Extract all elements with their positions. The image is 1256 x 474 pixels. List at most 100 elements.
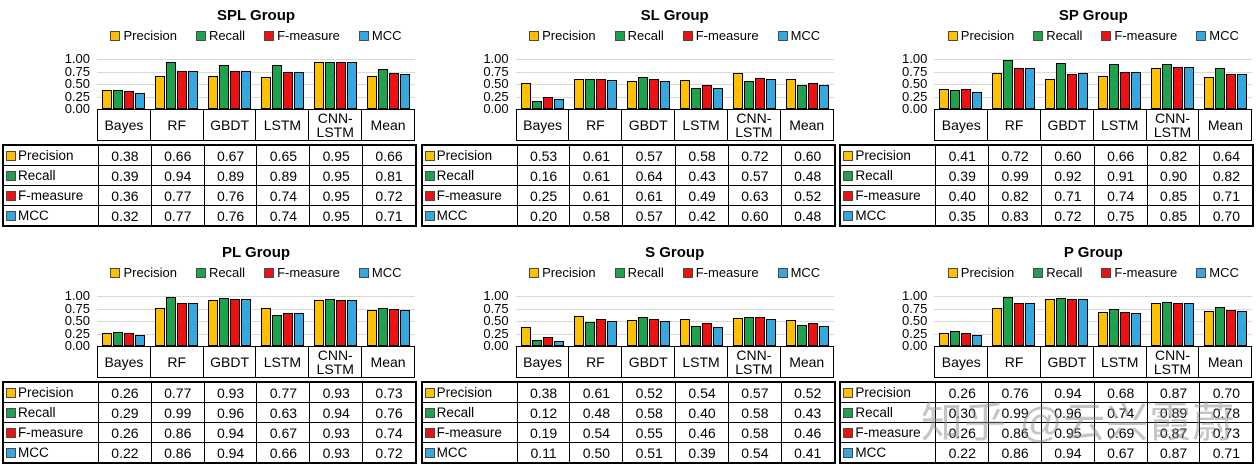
metric-value: 0.42 — [675, 206, 728, 225]
recall-legend-key-icon — [614, 267, 625, 278]
metric-value: 0.54 — [675, 383, 728, 402]
metric-value: 0.55 — [622, 423, 675, 442]
f-measure-legend-key-icon — [682, 30, 693, 41]
y-tick-label: 0.25 — [483, 325, 509, 341]
bar-group-cnn-lstm — [728, 59, 781, 109]
y-tick-label: 0.75 — [64, 63, 90, 79]
metric-value: 0.95 — [309, 186, 362, 205]
series-name-cell: F-measure — [423, 423, 518, 442]
metric-value: 0.87 — [1146, 423, 1200, 442]
series-name-cell: MCC — [423, 443, 518, 462]
bar-rf-mcc — [188, 303, 198, 346]
bar-groups — [516, 296, 834, 346]
legend-item: Precision — [947, 28, 1014, 43]
bar-group-rf — [150, 59, 203, 109]
category-label: LSTM — [674, 110, 727, 140]
metric-value: 0.70 — [1199, 206, 1252, 225]
bar-lstm-f-measure — [701, 323, 712, 346]
legend-label: Recall — [627, 265, 664, 280]
category-label: Mean — [361, 347, 414, 377]
series-name-cell: Precision — [841, 146, 937, 165]
legend-item: Recall — [1033, 28, 1082, 43]
bar-cnn-lstm-recall — [325, 299, 335, 346]
data-table: Precision 0.26 0.76 0.94 0.68 0.87 0.70 Recall 0… — [839, 381, 1255, 464]
bar-cnn-lstm-f-measure — [336, 61, 346, 109]
series-name-label: Recall — [855, 168, 893, 183]
bar-mean-precision — [367, 76, 377, 109]
bar-group-lstm — [1093, 59, 1146, 109]
bar-group-lstm — [675, 296, 728, 346]
bar-bayes-f-measure — [124, 91, 134, 109]
chart-header: SP Group Precision Recall F-measure MCC — [934, 7, 1252, 45]
bar-gbdt-mcc — [241, 299, 251, 346]
bar-rf-mcc — [188, 70, 198, 109]
metric-value: 0.63 — [727, 186, 781, 205]
legend-item: Precision — [947, 265, 1014, 280]
chart-legend: Precision Recall F-measure MCC — [934, 26, 1252, 45]
bar-rf-mcc — [1025, 67, 1036, 109]
table-row: F-measure 0.36 0.77 0.76 0.74 0.95 0.72 — [4, 185, 415, 205]
legend-item: MCC — [358, 28, 402, 43]
bar-group-mean — [1199, 296, 1252, 346]
bar-gbdt-f-measure — [648, 78, 659, 109]
table-row: MCC 0.11 0.50 0.51 0.39 0.54 0.41 — [422, 442, 834, 462]
category-label: Bayes — [104, 117, 144, 133]
data-table: Precision 0.26 0.77 0.93 0.77 0.93 0.73 Recall 0… — [2, 381, 417, 464]
category-label: RF — [149, 347, 203, 377]
y-axis: 1.00 0.75 0.50 0.25 0.00 — [837, 50, 934, 115]
legend-item: Precision — [529, 265, 596, 280]
table-row: F-measure 0.25 0.61 0.61 0.49 0.63 0.52 — [422, 185, 834, 205]
table-row: Precision 0.26 0.76 0.94 0.68 0.87 0.70 — [841, 383, 1252, 402]
recall-row-key-icon — [843, 170, 854, 181]
legend-item: MCC — [1196, 265, 1239, 280]
bar-cnn-lstm-recall — [743, 80, 754, 109]
metric-value: 0.61 — [622, 186, 675, 205]
metric-value: 0.92 — [1040, 166, 1094, 185]
metric-value: 0.93 — [309, 423, 362, 442]
metric-value: 0.16 — [529, 167, 558, 184]
y-axis: 1.00 0.75 0.50 0.25 0.00 — [419, 287, 516, 352]
bar-cnn-lstm-recall — [1162, 64, 1173, 109]
bar-group-gbdt — [622, 296, 675, 346]
legend-label: MCC — [790, 28, 821, 43]
series-name-cell: Precision — [423, 146, 518, 165]
metric-value: 0.39 — [675, 443, 728, 462]
bar-cnn-lstm-precision — [314, 61, 324, 109]
mcc-legend-key-icon — [1196, 30, 1207, 41]
plot-row: 1.00 0.75 0.50 0.25 0.00 — [0, 287, 419, 352]
metric-value: 0.96 — [203, 403, 257, 422]
bar-gbdt-recall — [1056, 63, 1067, 109]
legend-item: MCC — [358, 265, 402, 280]
series-name-label: F-measure — [18, 425, 84, 440]
bar-lstm-recall — [1109, 63, 1120, 109]
gridline — [515, 296, 834, 297]
y-axis: 1.00 0.75 0.50 0.25 0.00 — [0, 287, 97, 352]
bar-rf-precision — [155, 307, 165, 346]
metric-value: 0.93 — [309, 383, 362, 402]
chart-panel: SPL Group Precision Recall F-measure MCC 1.… — [0, 0, 419, 237]
bar-gbdt-recall — [219, 298, 229, 346]
chart-header: SL Group Precision Recall F-measure MCC — [516, 7, 834, 45]
f-measure-legend-key-icon — [264, 267, 275, 278]
legend-label: MCC — [790, 265, 821, 280]
legend-label: F-measure — [695, 28, 759, 43]
series-name-label: Precision — [18, 385, 74, 400]
chart-panel: PL Group Precision Recall F-measure MCC 1.0… — [0, 237, 419, 474]
recall-legend-key-icon — [1033, 267, 1044, 278]
table-row: Recall 0.12 0.48 0.58 0.40 0.58 0.43 — [422, 402, 834, 422]
metric-value: 0.64 — [1199, 146, 1252, 165]
metric-value: 0.70 — [1199, 383, 1252, 402]
category-label: Mean — [1198, 347, 1251, 377]
category-label: GBDT — [1039, 347, 1093, 377]
gridline — [97, 96, 415, 98]
bar-gbdt-f-measure — [1067, 73, 1078, 109]
bar-bayes-recall — [113, 331, 123, 346]
bar-group-bayes — [97, 59, 150, 109]
bar-group-bayes — [934, 59, 987, 109]
precision-row-key-icon — [6, 150, 16, 161]
metric-value: 0.85 — [1146, 206, 1200, 225]
category-label: Bayes — [941, 117, 981, 133]
bar-bayes-recall — [531, 340, 542, 346]
bar-bayes-mcc — [135, 93, 145, 109]
bar-group-cnn-lstm — [309, 296, 362, 346]
